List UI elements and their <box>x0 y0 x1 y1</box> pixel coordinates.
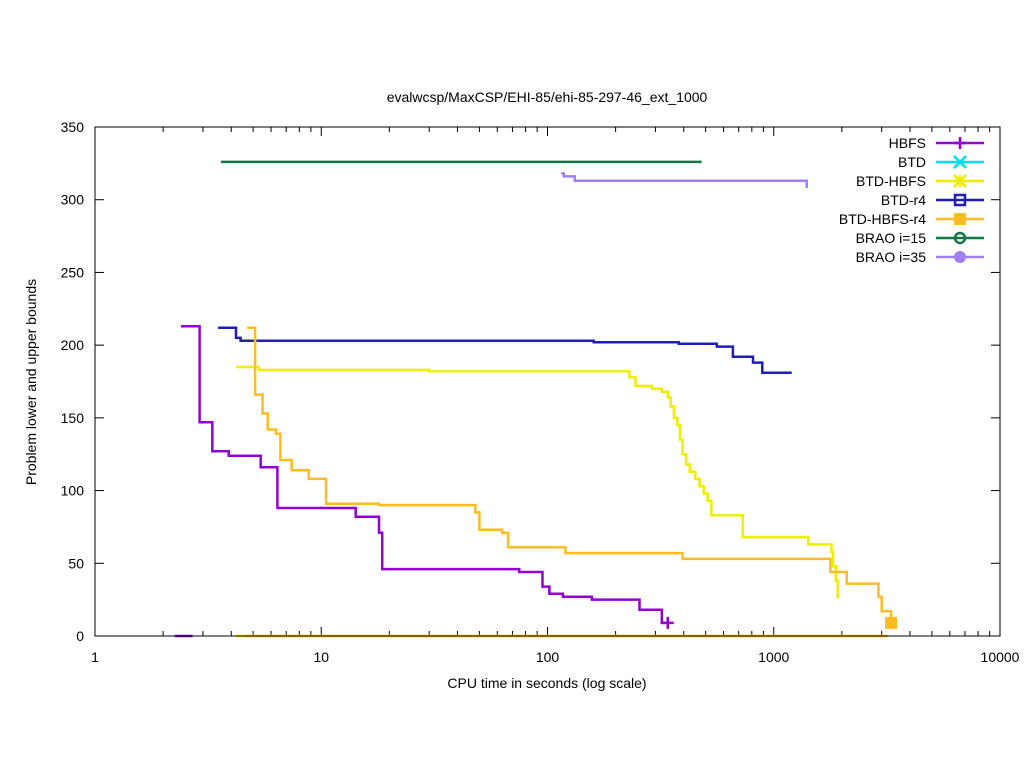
legend-btd-hbfs-r4-marker <box>954 213 966 225</box>
y-tick-label: 150 <box>61 410 85 426</box>
x-tick-label: 100 <box>536 649 560 665</box>
legend: HBFS BTD BTD-HBFS BTD-r4 BTD-HBFS-r4 BRAO i=1… <box>839 135 984 265</box>
marker-stroke <box>954 137 966 149</box>
legend-btd-r4-marker <box>953 193 967 207</box>
y-tick-label: 50 <box>68 555 84 571</box>
series-btd-hbfs-r4-point <box>885 616 898 629</box>
y-tick-label: 250 <box>61 264 85 280</box>
chart-title: evalwcsp/MaxCSP/EHI-85/ehi-85-297-46_ext… <box>387 89 708 105</box>
plot-frame <box>94 126 1001 637</box>
series-brao-i-35-upper-line <box>561 172 809 189</box>
legend-brao-i-15-marker <box>953 231 967 245</box>
marker-shape <box>954 251 966 263</box>
series-btd-hbfs-upper-line <box>236 365 840 599</box>
axis-ticks: 1 10 100 1000 10000 0 50 100 150 200 250 300 350 <box>61 119 1020 665</box>
legend-hbfs-marker <box>954 137 966 149</box>
legend-hbfs-label: HBFS <box>889 135 926 151</box>
y-tick-label: 0 <box>76 628 84 644</box>
marker-shape <box>954 213 966 225</box>
x-tick-label: 10 <box>313 649 329 665</box>
legend-brao-i-15-label: BRAO i=15 <box>856 230 927 246</box>
marker-stroke <box>661 616 674 629</box>
x-axis-label: CPU time in seconds (log scale) <box>447 675 646 691</box>
marker-shape <box>953 231 967 245</box>
marker-stroke <box>953 155 967 169</box>
y-tick-label: 100 <box>61 483 85 499</box>
x-tick-label: 10000 <box>981 649 1020 665</box>
legend-btd-label: BTD <box>898 154 926 170</box>
y-tick-label: 200 <box>61 337 85 353</box>
series-hbfs-upper-line <box>181 324 668 625</box>
legend-brao-i-35-marker <box>954 251 966 263</box>
legend-btd-r4-label: BTD-r4 <box>881 192 926 208</box>
legend-btd-hbfs-r4-label: BTD-HBFS-r4 <box>839 211 926 227</box>
series-btd-hbfs-r4-upper-line <box>247 326 893 623</box>
y-tick-label: 300 <box>61 192 85 208</box>
legend-btd-marker <box>953 155 967 169</box>
series-btd-r4-upper-line <box>218 326 792 375</box>
x-tick-label: 1000 <box>758 649 789 665</box>
marker-stroke <box>953 174 967 188</box>
legend-brao-i-35-label: BRAO i=35 <box>856 249 927 265</box>
legend-btd-hbfs-label: BTD-HBFS <box>856 173 926 189</box>
y-tick-label: 350 <box>61 119 85 135</box>
series-hbfs-point <box>661 616 674 629</box>
x-tick-label: 1 <box>91 649 99 665</box>
marker-shape <box>885 616 898 629</box>
y-axis-label: Problem lower and upper bounds <box>23 279 39 485</box>
marker-shape <box>953 193 967 207</box>
legend-btd-hbfs-marker <box>953 174 967 188</box>
